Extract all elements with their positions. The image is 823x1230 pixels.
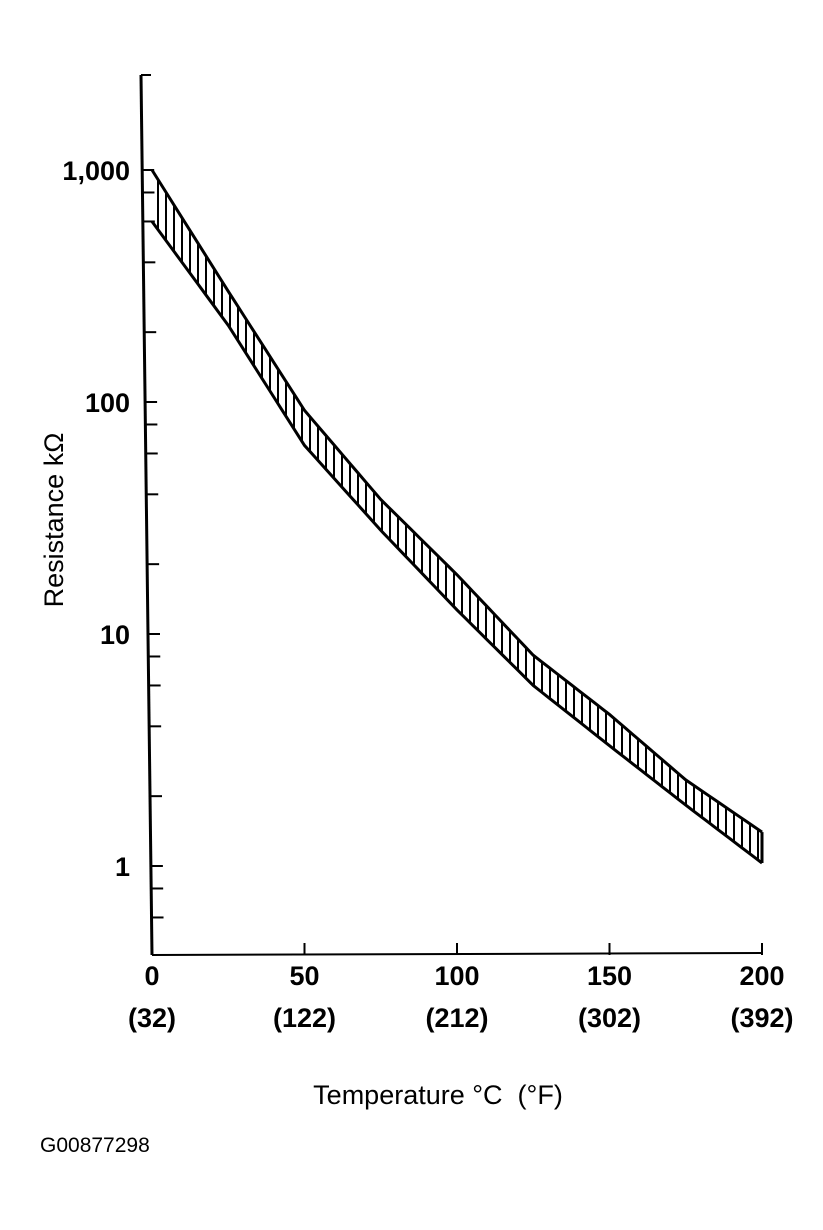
resistance-band <box>150 169 764 865</box>
x-tick-sublabel-fahrenheit: (122) <box>273 1003 336 1033</box>
figure-id: G00877298 <box>40 1134 150 1157</box>
y-tick-label: 1 <box>115 852 130 882</box>
y-tick-label: 100 <box>85 388 130 418</box>
x-tick-sublabel-fahrenheit: (212) <box>425 1003 488 1033</box>
axes <box>139 74 763 956</box>
x-tick-sublabel-fahrenheit: (32) <box>128 1003 176 1033</box>
y-axis-title: Resistance kΩ <box>39 433 69 608</box>
x-tick-label: 0 <box>144 961 159 991</box>
y-tick-label: 10 <box>100 620 130 650</box>
x-tick-label: 100 <box>434 961 479 991</box>
x-tick-label: 50 <box>289 961 319 991</box>
x-tick-label: 200 <box>739 961 784 991</box>
upper-bound-curve <box>150 169 763 834</box>
y-tick-label: 1,000 <box>62 156 130 186</box>
lower-bound-curve <box>150 220 763 865</box>
x-tick-sublabel-fahrenheit: (392) <box>730 1003 793 1033</box>
y-axis-line <box>139 74 154 956</box>
x-tick-label: 150 <box>587 961 632 991</box>
x-tick-sublabel-fahrenheit: (302) <box>578 1003 641 1033</box>
tick-labels: 0 (32) 50 (122) 100 (212) 150 (302) 200 (392) 1,00… <box>62 156 793 1033</box>
x-axis-title: Temperature °C (°F) <box>313 1080 563 1110</box>
